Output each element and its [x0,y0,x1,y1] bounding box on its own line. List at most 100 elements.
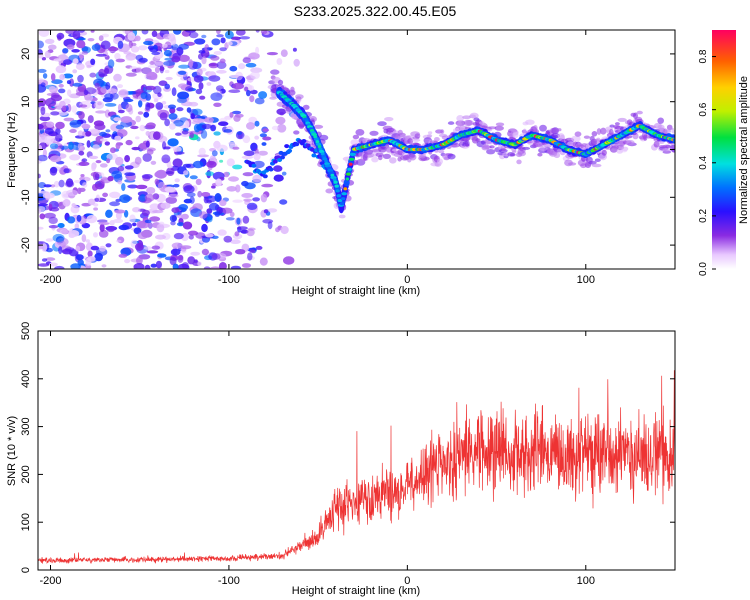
noise-blob [171,55,181,63]
noise-blob [293,58,300,67]
halo-blob [479,121,485,125]
noise-blob [49,143,59,150]
noise-blob [241,193,253,198]
noise-blob [85,239,91,243]
noise-blob [53,180,60,188]
halo-blob [601,149,607,156]
noise-blob [209,266,222,269]
noise-blob [259,257,268,266]
noise-blob [242,172,254,177]
halo-blob [469,112,479,119]
noise-blob [84,87,97,95]
spectrogram-x-tick-label: 0 [404,274,410,286]
noise-blob [143,246,153,250]
noise-blob [146,149,154,155]
noise-blob [146,250,159,254]
noise-blob [39,213,46,220]
ridge-core [340,197,346,201]
noise-blob [44,38,55,45]
halo-blob [407,138,414,145]
noise-blob [196,68,203,76]
noise-blob [223,171,230,178]
noise-blob [95,110,107,114]
noise-blob [66,189,78,196]
halo-blob [279,111,284,116]
noise-blob [154,66,160,74]
noise-blob [135,136,140,140]
halo-blob [571,135,581,142]
noise-blob [90,58,96,65]
noise-blob [94,123,106,131]
noise-blob [213,102,222,108]
noise-blob [275,227,280,233]
colorbar-ticks: 0.0 0.2 0.4 0.6 0.8 [698,49,716,276]
noise-blob [58,246,63,255]
noise-blob [113,73,122,82]
noise-blob [74,135,85,139]
halo-blob [352,134,360,140]
noise-blob [229,65,238,72]
noise-blob [105,129,111,133]
ridge-core [336,194,342,198]
halo-blob [583,135,591,139]
noise-blob [159,66,165,71]
noise-blob [146,187,156,194]
noise-blob [125,139,133,146]
noise-blob [44,50,51,59]
noise-blob [133,263,145,269]
noise-blob [59,229,69,235]
halo-blob [525,119,535,125]
noise-blob [238,63,246,70]
noise-blob [163,146,171,150]
noise-blob [173,183,180,188]
noise-blob [69,154,81,161]
noise-blob [95,160,102,164]
snr-y-tick-label: 300 [20,417,32,435]
noise-blob [246,122,255,130]
secondary-ridge-blob [301,139,307,143]
noise-blob [63,168,70,174]
noise-blob [249,249,256,254]
noise-blob [52,233,65,243]
noise-blob [124,259,131,264]
noise-blob [78,54,85,59]
snr-y-tick-label: 100 [20,513,32,531]
noise-blob [92,144,100,150]
noise-blob [186,107,192,113]
noise-blob [106,158,111,164]
noise-blob [218,262,227,269]
noise-blob [113,117,121,122]
noise-blob [243,150,255,157]
noise-blob [262,128,270,132]
noise-blob [213,131,221,136]
noise-blob [58,179,65,188]
noise-blob [41,57,47,61]
ridge-core [672,138,675,142]
spectrogram-y-tick-label: 0 [20,146,32,152]
noise-blob [44,127,54,135]
noise-blob [198,82,204,90]
halo-blob [669,144,675,152]
noise-blob [279,199,288,205]
halo-blob [488,126,497,130]
noise-blob [245,62,257,68]
noise-blob [164,186,176,193]
snr-panel: -200 -100 0 100 0 100 200 300 400 500 Height of … [6,322,676,597]
noise-blob [204,44,210,53]
ridge-core [313,135,318,139]
noise-blob [38,78,44,83]
halo-blob [482,145,492,150]
noise-blob [275,116,286,125]
halo-blob [447,121,455,125]
noise-blob [143,111,150,118]
halo-blob [414,133,421,139]
noise-blob [135,242,144,251]
noise-blob [115,239,122,243]
noise-blob [236,226,248,231]
noise-blob [116,129,128,137]
noise-blob [44,135,54,145]
noise-blob [167,138,179,147]
noise-blob [38,53,44,59]
noise-blob [190,113,195,120]
halo-blob [662,129,672,134]
